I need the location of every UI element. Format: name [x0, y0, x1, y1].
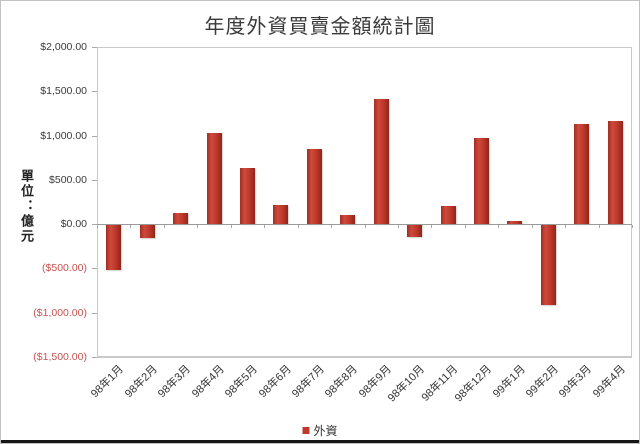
y-tick-label: ($1,000.00): [33, 306, 87, 319]
zero-axis-line: [97, 224, 632, 226]
y-axis-title: 單位：億元: [19, 169, 34, 244]
category-tick-mark: [197, 225, 199, 229]
bar-99年2月: [540, 224, 556, 305]
category-tick-mark: [397, 225, 399, 229]
chart-title: 年度外資買賣金額統計圖: [204, 14, 436, 38]
x-tick-label: 99年3月: [557, 363, 595, 401]
bar-98年9月: [373, 98, 389, 225]
category-tick-mark: [364, 225, 366, 229]
bar-98年8月: [340, 215, 356, 225]
x-tick-label: 98年4月: [189, 363, 227, 401]
window-bottom-edge: [1, 440, 639, 443]
category-tick-mark: [531, 225, 533, 229]
category-tick-mark: [565, 225, 567, 229]
bar-98年3月: [173, 212, 189, 225]
category-tick-mark: [498, 225, 500, 229]
y-tick-mark: [92, 47, 97, 48]
y-tick-mark: [92, 268, 97, 270]
y-tick-mark: [92, 357, 97, 358]
bar-99年3月: [574, 124, 590, 225]
category-tick-mark: [264, 225, 266, 229]
bar-98年1月: [106, 224, 122, 271]
x-tick-label: 98年5月: [223, 363, 261, 401]
category-tick-mark: [632, 225, 633, 229]
x-tick-label: 99年1月: [490, 363, 528, 401]
y-tick-label: $500.00: [49, 173, 87, 186]
x-tick-label: 98年6月: [256, 363, 294, 401]
x-tick-label: 98年3月: [156, 363, 194, 401]
category-tick-mark: [130, 225, 132, 229]
x-tick-label: 99年4月: [590, 363, 628, 401]
category-tick-mark: [97, 225, 98, 229]
category-tick-mark: [598, 225, 600, 229]
bar-98年5月: [239, 168, 255, 225]
bar-98年11月: [440, 205, 456, 225]
category-tick-mark: [163, 225, 165, 229]
x-tick-label: 99年2月: [523, 363, 562, 401]
legend-series-label: 外資: [313, 424, 338, 438]
y-tick-label: $0.00: [60, 218, 87, 231]
y-tick-mark: [92, 135, 97, 137]
y-tick-mark: [92, 91, 97, 93]
bar-98年7月: [306, 149, 322, 225]
legend: 外資: [302, 422, 338, 439]
legend-swatch-icon: [302, 427, 310, 434]
y-tick-label: ($500.00): [42, 262, 87, 275]
y-tick-label: $2,000.00: [40, 41, 87, 53]
bar-99年1月: [507, 221, 523, 225]
x-tick-label: 98年8月: [323, 363, 361, 401]
bar-98年10月: [407, 224, 423, 237]
x-tick-label: 98年1月: [89, 363, 127, 401]
plot-area: [97, 47, 632, 357]
category-tick-mark: [230, 225, 232, 229]
x-tick-label: 98年7月: [289, 363, 327, 401]
y-tick-label: $1,000.00: [40, 129, 87, 142]
y-tick-label: $1,500.00: [40, 85, 87, 98]
category-tick-mark: [464, 225, 466, 229]
y-tick-label: ($1,500.00): [33, 351, 87, 363]
bar-98年2月: [139, 224, 155, 239]
bar-98年6月: [273, 205, 289, 225]
gridline: [97, 357, 632, 358]
category-tick-mark: [331, 225, 333, 229]
bar-99年4月: [607, 121, 623, 225]
bar-98年12月: [474, 138, 490, 225]
y-tick-mark: [92, 224, 97, 226]
bar-98年4月: [206, 132, 222, 225]
y-tick-mark: [92, 179, 97, 181]
x-tick-label: 98年2月: [122, 363, 160, 401]
category-tick-mark: [431, 225, 433, 229]
category-tick-mark: [297, 225, 299, 229]
y-tick-mark: [92, 312, 97, 314]
